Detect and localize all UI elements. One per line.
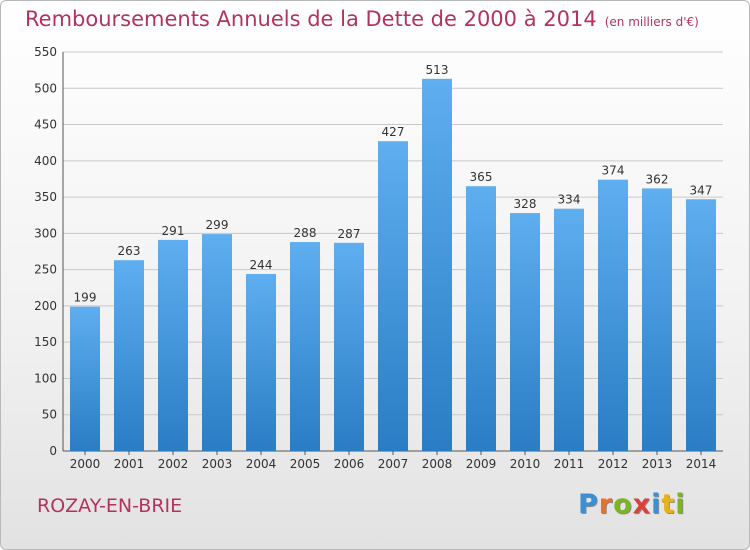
- y-tick-label: 350: [34, 190, 57, 204]
- data-label: 328: [514, 197, 537, 211]
- bar: [70, 306, 100, 451]
- x-tick-label: 2012: [598, 457, 629, 471]
- data-label: 288: [294, 226, 317, 240]
- axes: 0 50 100 150 200 250 300 350 400 450 500 550 2000 200…: [34, 45, 723, 471]
- bars: [70, 78, 716, 452]
- data-label: 287: [338, 227, 361, 241]
- bar: [422, 78, 452, 451]
- chart-unit: (en milliers d'€): [604, 15, 699, 29]
- bar: [158, 239, 188, 451]
- data-label: 199: [74, 291, 97, 305]
- x-tick-label: 2014: [686, 457, 717, 471]
- data-label: 365: [470, 170, 493, 184]
- logo-letter: r: [598, 489, 614, 520]
- commune-name: ROZAY-EN-BRIE: [37, 495, 183, 517]
- bar: [202, 234, 232, 451]
- bar: [686, 199, 716, 451]
- data-label: 244: [250, 258, 273, 272]
- x-tick-label: 2007: [378, 457, 409, 471]
- bar: [246, 273, 276, 451]
- x-tick-label: 2013: [642, 457, 673, 471]
- bar: [378, 141, 408, 452]
- y-tick-label: 50: [42, 408, 57, 422]
- data-label: 347: [690, 183, 713, 197]
- y-tick-label: 200: [34, 299, 57, 313]
- logo-letter: P: [578, 489, 599, 520]
- x-tick-label: 2010: [510, 457, 541, 471]
- data-labels: 199 263 291 299 244 288 287 427 513 365 328 334 374 3…: [74, 63, 713, 305]
- bar: [466, 186, 496, 451]
- x-tick-label: 2004: [246, 457, 277, 471]
- x-tick-label: 2000: [70, 457, 101, 471]
- y-tick-label: 0: [49, 444, 57, 458]
- bar: [554, 208, 584, 451]
- x-tick-label: 2006: [334, 457, 365, 471]
- data-label: 362: [646, 172, 669, 186]
- bar: [642, 188, 672, 452]
- logo-letter: t: [661, 489, 676, 520]
- x-tick-label: 2001: [114, 457, 145, 471]
- x-tick-label: 2002: [158, 457, 189, 471]
- bar: [290, 242, 320, 451]
- logo-letter: i: [675, 489, 686, 520]
- x-tick-label: 2011: [554, 457, 585, 471]
- x-tick-label: 2009: [466, 457, 497, 471]
- bar: [598, 179, 628, 451]
- data-label: 427: [382, 125, 405, 139]
- x-tick-label: 2008: [422, 457, 453, 471]
- y-tick-label: 550: [34, 45, 57, 59]
- y-tick-label: 500: [34, 81, 57, 95]
- bar: [334, 242, 364, 451]
- y-tick-label: 250: [34, 263, 57, 277]
- chart-title: Remboursements Annuels de la Dette de 20…: [25, 7, 699, 31]
- x-tick-label: 2005: [290, 457, 321, 471]
- y-tick-label: 450: [34, 118, 57, 132]
- data-label: 334: [558, 193, 581, 207]
- bar: [114, 260, 144, 451]
- y-tick-label: 300: [34, 226, 57, 240]
- x-tick-label: 2003: [202, 457, 233, 471]
- y-tick-label: 150: [34, 335, 57, 349]
- logo-letter: i: [651, 489, 662, 520]
- data-label: 291: [162, 224, 185, 238]
- data-label: 299: [206, 218, 229, 232]
- data-label: 513: [426, 63, 449, 77]
- bar: [510, 213, 540, 451]
- y-tick-label: 400: [34, 154, 57, 168]
- data-label: 263: [118, 244, 141, 258]
- proxiti-logo: Proxiti: [578, 489, 686, 520]
- data-label: 374: [602, 164, 625, 178]
- chart-title-text: Remboursements Annuels de la Dette de 20…: [25, 7, 597, 31]
- logo-letter: o: [613, 489, 633, 520]
- logo-letter: x: [632, 489, 652, 520]
- y-tick-label: 100: [34, 371, 57, 385]
